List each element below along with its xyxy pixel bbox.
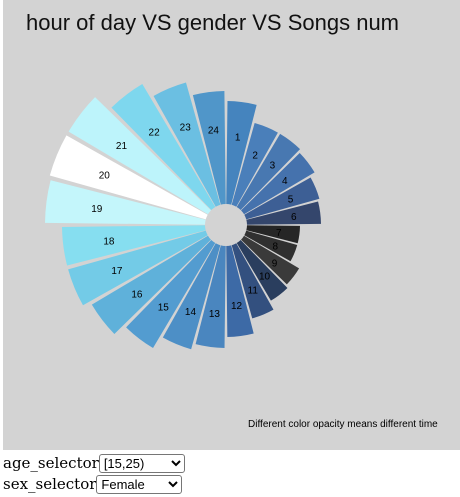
bar-label-hour-4: 4 bbox=[282, 176, 288, 187]
bar-label-hour-14: 14 bbox=[185, 307, 197, 318]
polar-bar-hour-17 bbox=[68, 230, 208, 306]
bar-label-hour-2: 2 bbox=[252, 150, 258, 161]
bar-label-hour-18: 18 bbox=[103, 236, 115, 247]
chart-title: hour of day VS gender VS Songs num bbox=[26, 10, 400, 35]
polar-bar-hour-10 bbox=[236, 240, 288, 301]
polar-bar-hour-22 bbox=[111, 83, 216, 210]
bar-label-hour-6: 6 bbox=[291, 212, 297, 223]
polar-bar-hour-23 bbox=[153, 82, 221, 207]
polar-bar-hour-16 bbox=[91, 235, 211, 334]
bar-label-hour-11: 11 bbox=[248, 286, 259, 297]
polar-bar-hour-4 bbox=[241, 153, 315, 215]
polar-bar-hour-7 bbox=[246, 225, 300, 244]
bar-label-hour-19: 19 bbox=[91, 204, 103, 215]
polar-bar-hour-11 bbox=[231, 243, 274, 319]
polar-bar-hour-20 bbox=[49, 135, 208, 220]
polar-bar-hour-15 bbox=[126, 240, 216, 348]
bar-label-hour-22: 22 bbox=[149, 127, 161, 138]
sex-selector-row: sex_selector Female bbox=[3, 473, 183, 495]
bar-label-hour-13: 13 bbox=[209, 309, 221, 320]
polar-bar-hour-13 bbox=[195, 245, 226, 348]
sex-selector[interactable]: Female bbox=[96, 474, 183, 494]
bar-label-hour-12: 12 bbox=[231, 301, 243, 312]
bar-label-hour-20: 20 bbox=[99, 171, 111, 182]
age-selector[interactable]: [15,25) bbox=[98, 453, 185, 473]
bar-label-hour-8: 8 bbox=[272, 241, 278, 252]
polar-bar-hour-5 bbox=[244, 177, 320, 220]
polar-bar-hour-3 bbox=[236, 133, 301, 210]
bar-label-hour-10: 10 bbox=[259, 271, 271, 282]
bar-label-hour-1: 1 bbox=[235, 132, 241, 143]
polar-bar-hour-8 bbox=[244, 230, 298, 262]
bar-label-hour-5: 5 bbox=[288, 194, 294, 205]
polar-bar-hour-24 bbox=[192, 91, 226, 205]
polar-bar-hour-19 bbox=[45, 180, 206, 225]
bar-label-hour-9: 9 bbox=[272, 258, 278, 269]
polar-bar-hour-21 bbox=[68, 97, 211, 215]
polar-bar-hour-18 bbox=[62, 225, 206, 266]
color-note: Different color opacity means different … bbox=[248, 419, 438, 430]
bar-label-hour-16: 16 bbox=[131, 289, 143, 300]
polar-bar-hour-1 bbox=[226, 101, 257, 205]
bar-label-hour-21: 21 bbox=[116, 141, 128, 152]
polar-bar-hour-6 bbox=[246, 201, 321, 225]
age-selector-row: age_selector [15,25) bbox=[3, 452, 185, 474]
polar-bar-hour-2 bbox=[231, 122, 278, 207]
bar-label-hour-24: 24 bbox=[208, 125, 220, 136]
center-hole bbox=[206, 205, 246, 245]
bar-label-hour-17: 17 bbox=[111, 266, 123, 277]
age-selector-label: age_selector bbox=[3, 454, 99, 472]
bar-label-hour-23: 23 bbox=[180, 123, 192, 134]
bar-label-hour-3: 3 bbox=[270, 160, 276, 171]
polar-bar-hour-14 bbox=[162, 243, 221, 350]
bar-label-hour-15: 15 bbox=[158, 303, 170, 314]
polar-bar-hour-9 bbox=[241, 235, 300, 285]
bar-label-hour-7: 7 bbox=[276, 228, 282, 239]
sex-selector-label: sex_selector bbox=[3, 475, 97, 493]
polar-bar-hour-12 bbox=[226, 245, 254, 337]
